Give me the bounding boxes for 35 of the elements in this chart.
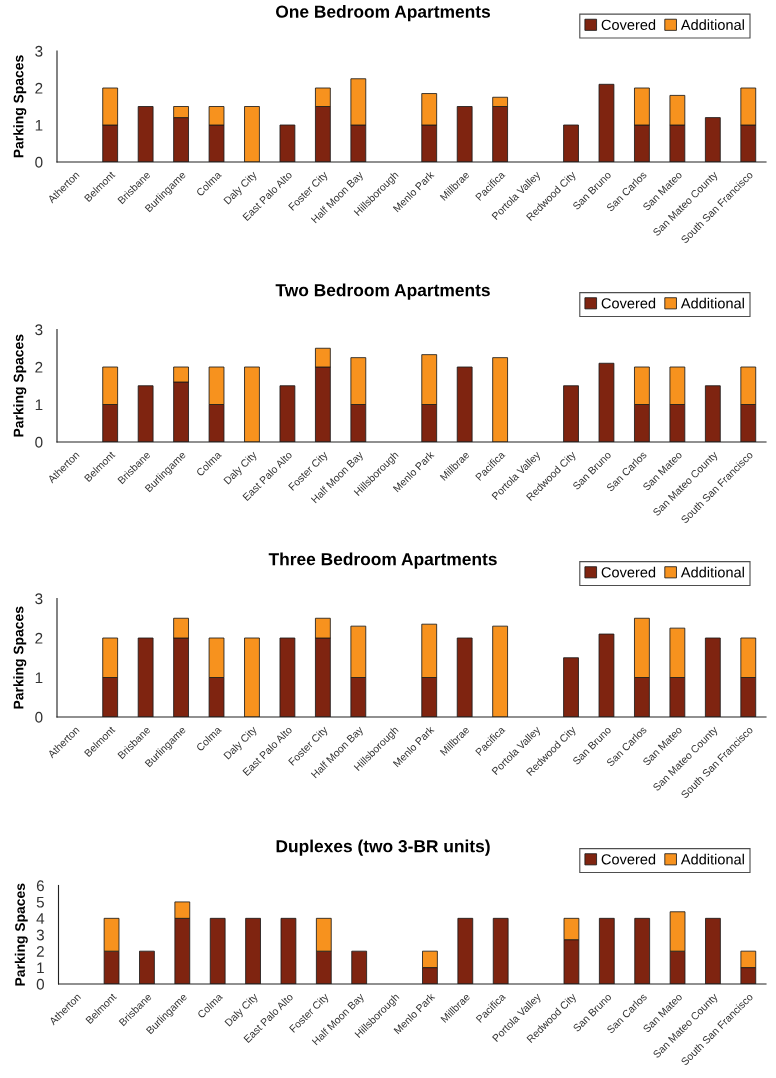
y-tick-label: 5 (36, 896, 44, 908)
legend-label: Covered (601, 566, 656, 578)
y-tick-label: 0 (35, 156, 43, 168)
y-axis-title: Parking Spaces (13, 334, 27, 437)
y-tick-label: 0 (36, 978, 45, 990)
y-tick-label: 2 (35, 82, 43, 94)
legend-label: Additional (680, 19, 744, 31)
chart-title: Duplexes (two 3-BR units) (276, 839, 490, 856)
legend-label: Covered (601, 853, 656, 865)
y-tick-label: 0 (35, 436, 43, 448)
y-tick-label: 2 (35, 361, 43, 373)
legend-label: Additional (680, 297, 744, 309)
legend-label: Covered (601, 19, 656, 31)
chart-title: Two Bedroom Apartments (275, 283, 490, 300)
chart-title: Three Bedroom Apartments (268, 552, 497, 569)
y-axis-title: Parking Spaces (14, 883, 28, 986)
legend-label: Additional (680, 566, 744, 578)
y-tick-label: 1 (37, 962, 44, 974)
legend-label: Covered (601, 297, 656, 309)
y-tick-label: 0 (35, 711, 43, 723)
legend-label: Additional (680, 853, 744, 865)
y-tick-label: 3 (35, 324, 43, 336)
y-tick-label: 6 (36, 880, 44, 892)
y-tick-label: 3 (36, 929, 44, 941)
y-tick-label: 4 (36, 913, 45, 924)
y-tick-label: 1 (35, 120, 43, 131)
y-tick-label: 2 (35, 632, 43, 644)
y-tick-label: 3 (35, 45, 43, 57)
y-tick-label: 3 (35, 593, 43, 605)
y-axis-title: Parking Spaces (13, 606, 27, 709)
chart-title: One Bedroom Apartments (276, 5, 491, 22)
y-tick-label: 1 (35, 672, 43, 684)
y-tick-label: 2 (36, 946, 44, 957)
y-axis-title: Parking Spaces (13, 55, 27, 158)
y-tick-label: 1 (35, 399, 43, 411)
